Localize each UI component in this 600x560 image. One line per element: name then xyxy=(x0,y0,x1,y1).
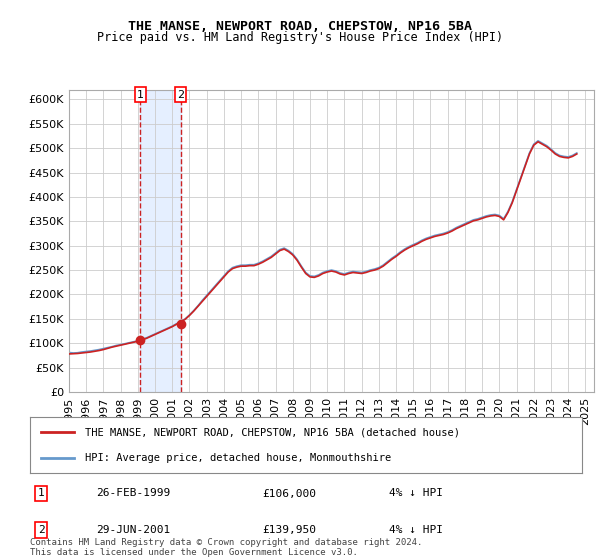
Text: 2: 2 xyxy=(177,90,184,100)
Bar xyxy=(140,90,181,392)
Text: 1: 1 xyxy=(137,90,144,100)
Text: HPI: Average price, detached house, Monmouthshire: HPI: Average price, detached house, Monm… xyxy=(85,453,391,463)
Text: 29-JUN-2001: 29-JUN-2001 xyxy=(96,525,170,535)
Text: £106,000: £106,000 xyxy=(262,488,316,498)
Text: 26-FEB-1999: 26-FEB-1999 xyxy=(96,488,170,498)
Text: THE MANSE, NEWPORT ROAD, CHEPSTOW, NP16 5BA: THE MANSE, NEWPORT ROAD, CHEPSTOW, NP16 … xyxy=(128,20,472,32)
Text: Price paid vs. HM Land Registry's House Price Index (HPI): Price paid vs. HM Land Registry's House … xyxy=(97,31,503,44)
Text: 1: 1 xyxy=(38,488,44,498)
Text: 4% ↓ HPI: 4% ↓ HPI xyxy=(389,488,443,498)
Text: 4% ↓ HPI: 4% ↓ HPI xyxy=(389,525,443,535)
Text: Contains HM Land Registry data © Crown copyright and database right 2024.
This d: Contains HM Land Registry data © Crown c… xyxy=(30,538,422,557)
Text: 2: 2 xyxy=(38,525,44,535)
Text: £139,950: £139,950 xyxy=(262,525,316,535)
Text: THE MANSE, NEWPORT ROAD, CHEPSTOW, NP16 5BA (detached house): THE MANSE, NEWPORT ROAD, CHEPSTOW, NP16 … xyxy=(85,427,460,437)
